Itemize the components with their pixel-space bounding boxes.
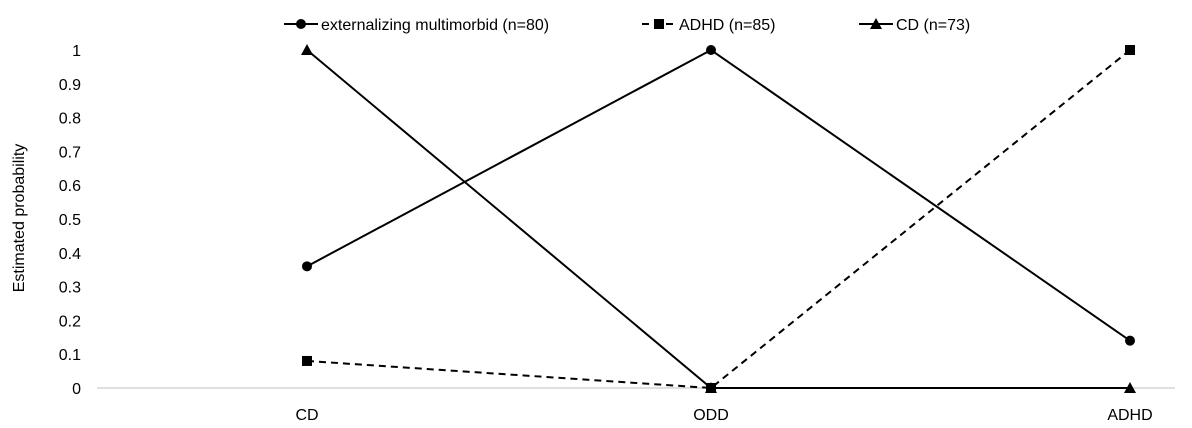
series-square (302, 45, 1135, 393)
x-axis: CD ODD ADHD (97, 387, 1175, 424)
data-point (1125, 335, 1135, 346)
legend-entry: externalizing multimorbid (n=80) (284, 17, 549, 34)
y-tick-label: 0.8 (59, 111, 81, 128)
legend-label: ADHD (n=85) (679, 17, 775, 34)
legend-entry: ADHD (n=85) (642, 17, 775, 34)
legend-marker (654, 19, 664, 29)
data-point (301, 44, 313, 55)
y-tick-label: 0.6 (59, 178, 81, 195)
x-tick-label: ODD (693, 407, 729, 424)
data-point (302, 355, 312, 366)
legend-marker (870, 18, 882, 29)
x-tick-label: ADHD (1107, 407, 1152, 424)
data-point (705, 382, 717, 393)
y-axis-label: Estimated probability (11, 144, 28, 293)
legend-label: externalizing multimorbid (n=80) (321, 17, 549, 34)
y-tick-label: 0.4 (59, 246, 81, 263)
y-axis: 0 0.1 0.2 0.3 0.4 0.5 0.6 0.7 0.8 0.9 1 (59, 43, 81, 398)
data-point (1124, 382, 1136, 393)
data-point (1125, 45, 1135, 55)
y-tick-label: 0.9 (59, 77, 81, 94)
y-tick-label: 0.1 (59, 347, 81, 364)
series-circle (302, 45, 1135, 346)
data-point (302, 261, 312, 272)
y-tick-label: 0.7 (59, 144, 81, 161)
legend-label: CD (n=73) (896, 17, 970, 34)
y-tick-label: 0.2 (59, 313, 81, 330)
y-tick-label: 0.3 (59, 280, 81, 297)
legend-entry: CD (n=73) (859, 17, 970, 34)
series-line (306, 49, 1130, 389)
series-line (306, 49, 1131, 390)
series-line (306, 48, 1131, 342)
series-triangle (301, 44, 1136, 393)
y-tick-label: 0 (72, 381, 81, 398)
y-tick-label: 0.5 (59, 212, 81, 229)
data-point (706, 45, 716, 55)
legend: externalizing multimorbid (n=80) ADHD (n=… (284, 17, 970, 34)
y-tick-label: 1 (72, 43, 81, 60)
legend-marker (296, 19, 306, 29)
x-tick-label: CD (295, 407, 318, 424)
plot-area (301, 44, 1136, 393)
